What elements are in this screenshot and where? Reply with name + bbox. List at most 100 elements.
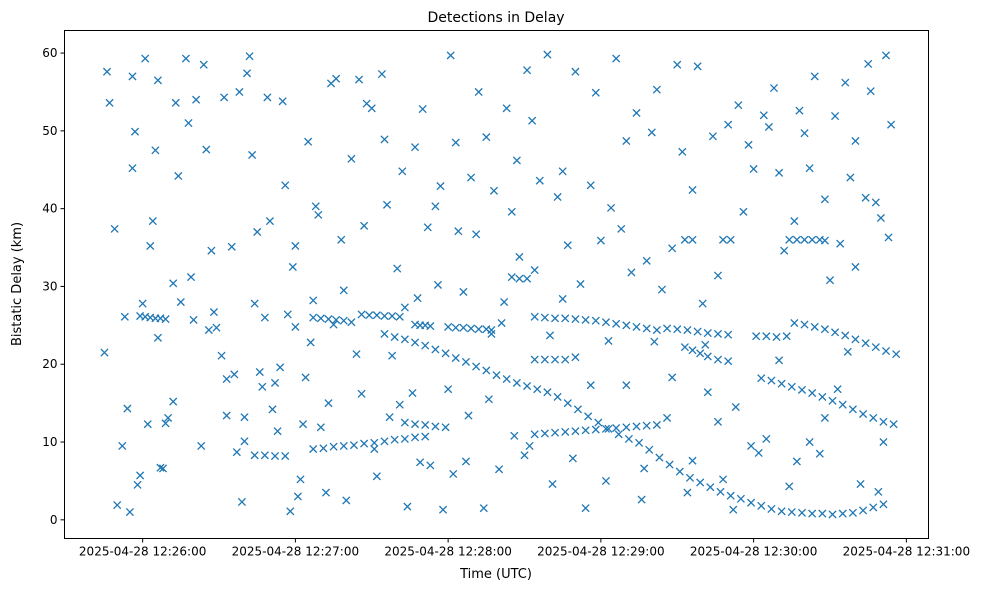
data-point	[775, 168, 784, 177]
data-point	[515, 274, 524, 283]
data-point	[713, 417, 723, 426]
data-point	[403, 502, 412, 511]
data-point	[632, 322, 641, 331]
data-point	[558, 294, 567, 303]
data-point	[212, 323, 221, 332]
data-point	[370, 438, 379, 447]
data-point	[673, 60, 682, 69]
data-point	[525, 441, 534, 450]
data-point	[220, 93, 229, 102]
data-point	[530, 355, 539, 364]
data-point	[258, 382, 267, 391]
data-point	[594, 418, 603, 427]
data-point	[645, 445, 654, 454]
data-point	[543, 388, 552, 397]
data-point	[612, 319, 621, 328]
data-point	[281, 181, 290, 190]
data-point	[797, 508, 807, 517]
data-point	[169, 279, 178, 288]
data-point	[400, 418, 409, 427]
data-point	[596, 236, 605, 245]
data-point	[647, 128, 656, 137]
data-point	[540, 429, 549, 438]
data-point	[408, 388, 417, 398]
data-point	[747, 498, 756, 507]
data-point	[864, 59, 873, 69]
data-point	[820, 236, 829, 245]
data-point	[601, 476, 611, 485]
data-point	[436, 182, 445, 191]
data-point	[530, 312, 539, 321]
data-point	[232, 448, 241, 457]
data-point	[466, 324, 476, 333]
data-point	[245, 52, 254, 61]
data-point	[612, 54, 621, 63]
data-point	[866, 87, 875, 96]
data-point	[683, 325, 692, 335]
data-point	[102, 67, 112, 76]
data-point	[482, 366, 491, 375]
data-point	[125, 507, 134, 517]
data-point	[301, 373, 310, 382]
data-point	[879, 500, 888, 509]
data-point	[449, 469, 458, 478]
data-point	[423, 223, 432, 232]
data-point	[431, 422, 440, 431]
data-point	[372, 472, 381, 481]
data-point	[136, 471, 145, 480]
data-point	[352, 350, 361, 359]
data-point	[642, 256, 651, 265]
data-point	[622, 321, 631, 330]
data-point	[805, 437, 814, 447]
data-point	[787, 507, 796, 517]
data-point	[339, 441, 348, 450]
data-point	[217, 351, 226, 360]
data-point	[754, 448, 763, 457]
data-point	[706, 483, 715, 492]
data-point	[561, 314, 570, 323]
data-point	[372, 311, 381, 320]
data-point	[668, 244, 677, 253]
data-point	[464, 411, 473, 420]
data-point	[838, 509, 847, 518]
data-point	[586, 381, 595, 390]
data-point	[861, 339, 870, 348]
data-point	[558, 167, 567, 176]
data-point	[278, 97, 287, 106]
data-point	[410, 338, 420, 347]
data-point	[174, 171, 183, 181]
data-point	[703, 329, 712, 338]
data-point	[240, 437, 249, 446]
data-point	[614, 430, 623, 439]
data-point	[265, 217, 274, 226]
data-point	[642, 324, 651, 333]
data-point	[617, 224, 626, 233]
data-point	[627, 268, 636, 277]
data-point	[851, 262, 860, 272]
data-point	[500, 297, 509, 307]
data-point	[347, 154, 356, 163]
data-point	[367, 104, 376, 113]
data-point	[693, 62, 702, 71]
data-point	[316, 423, 325, 432]
data-point	[222, 374, 231, 384]
data-point	[841, 78, 850, 87]
data-point	[581, 315, 590, 324]
data-point	[273, 427, 282, 436]
data-point	[253, 227, 262, 237]
data-point	[848, 508, 857, 517]
data-point	[281, 451, 290, 461]
data-point	[889, 420, 898, 429]
data-point	[688, 456, 697, 465]
x-tick-label: 2025-04-28 12:30:00	[690, 545, 817, 559]
data-point	[726, 235, 735, 244]
data-point	[871, 198, 880, 207]
data-point	[395, 400, 404, 409]
data-point	[380, 329, 389, 338]
data-point	[433, 280, 443, 289]
data-point	[176, 297, 185, 307]
data-point	[688, 235, 697, 244]
data-point	[484, 395, 493, 404]
data-point	[688, 185, 697, 195]
data-point	[332, 315, 341, 324]
